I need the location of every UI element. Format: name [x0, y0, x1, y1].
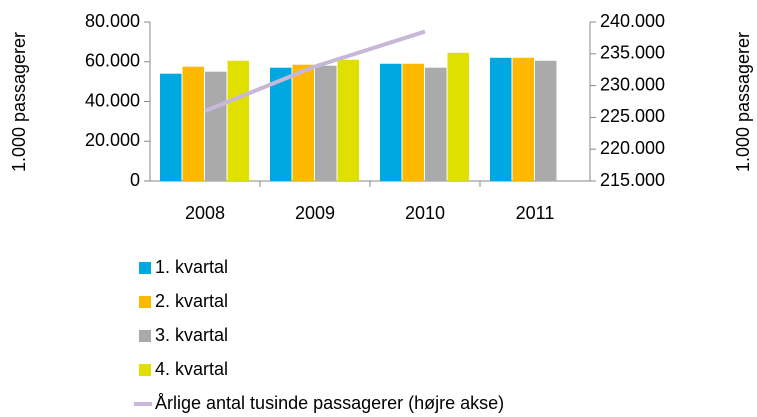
x-tick-label: 2011 — [516, 203, 555, 223]
y2-tick-label: 235.000 — [600, 43, 665, 63]
legend-label: Årlige antal tusinde passagerer (højre a… — [155, 393, 504, 413]
bar — [490, 57, 512, 181]
x-tick-label: 2010 — [405, 203, 445, 223]
legend-label: 1. kvartal — [155, 257, 228, 277]
y2-tick-label: 215.000 — [600, 170, 665, 190]
bar — [227, 60, 249, 181]
bar — [380, 63, 402, 181]
line — [204, 29, 426, 113]
legend-label: 4. kvartal — [155, 359, 228, 379]
y2-tick-label: 230.000 — [600, 74, 665, 94]
bar — [425, 67, 447, 181]
y-axis-label: 1.000 passagerer — [9, 32, 29, 172]
legend-swatch — [139, 296, 151, 308]
bar — [205, 71, 227, 181]
bar — [337, 59, 359, 182]
bar — [292, 64, 314, 181]
bar — [512, 57, 534, 181]
bar — [535, 60, 557, 181]
y2-tick-label: 225.000 — [600, 106, 665, 126]
legend-label: 3. kvartal — [155, 325, 228, 345]
bar — [447, 52, 469, 182]
x-tick-label: 2008 — [185, 203, 225, 223]
y2-tick-label: 240.000 — [600, 11, 665, 31]
y-tick-label: 80.000 — [85, 11, 140, 31]
y2-tick-label: 220.000 — [600, 138, 665, 158]
bar — [315, 65, 337, 181]
bar — [182, 66, 204, 181]
y-tick-label: 20.000 — [85, 130, 140, 150]
y-tick-label: 0 — [130, 170, 140, 190]
legend-swatch — [139, 262, 151, 274]
x-tick-label: 2009 — [295, 203, 335, 223]
bar — [270, 67, 292, 181]
bar — [402, 63, 424, 181]
bar — [160, 73, 182, 181]
legend-swatch — [139, 364, 151, 376]
legend-swatch — [139, 330, 151, 342]
y2-axis-label: 1.000 passagerer — [733, 32, 753, 172]
legend-label: 2. kvartal — [155, 291, 228, 311]
y-tick-label: 60.000 — [85, 51, 140, 71]
y-tick-label: 40.000 — [85, 90, 140, 110]
